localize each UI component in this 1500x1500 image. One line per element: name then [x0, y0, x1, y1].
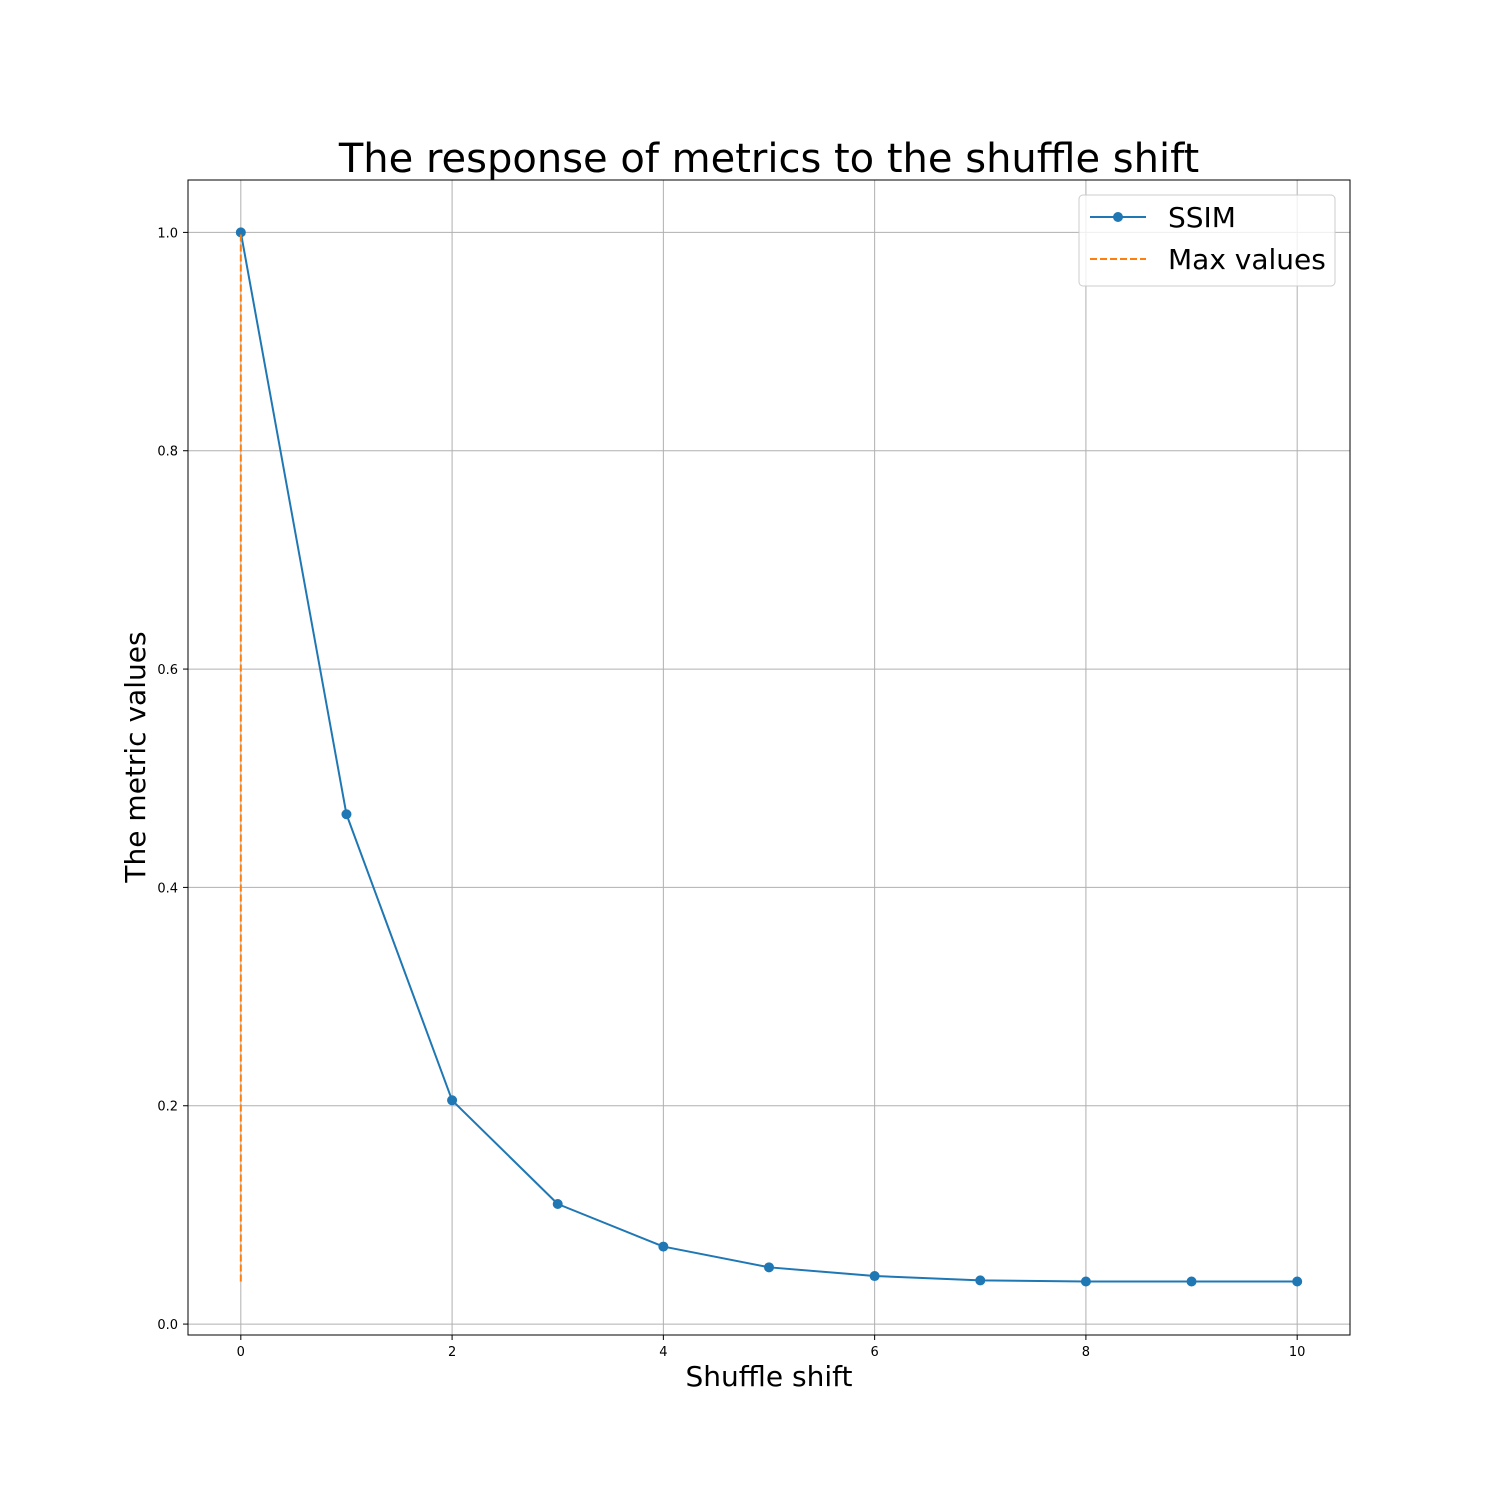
- data-point-ssim: [447, 1095, 458, 1106]
- data-point-ssim: [1292, 1276, 1303, 1287]
- y-axis-ticks: 0.0 0.2 0.4 0.6 0.8 1.0: [157, 226, 188, 1333]
- y-axis-label: The metric values: [119, 631, 152, 883]
- x-tick-label: 2: [448, 1345, 456, 1360]
- data-point-ssim: [658, 1241, 669, 1252]
- data-point-ssim: [552, 1198, 563, 1209]
- data-point-ssim: [764, 1262, 774, 1273]
- legend-max-values-label: Max values: [1168, 243, 1326, 276]
- data-point-ssim: [1080, 1276, 1091, 1287]
- y-tick-label: 0.6: [157, 663, 178, 678]
- x-axis-ticks: 0 2 4 6 8 10: [237, 1335, 1306, 1360]
- x-axis-label: Shuffle shift: [686, 1360, 853, 1393]
- axes-frame: [187, 179, 1351, 1336]
- chart-title: The response of metrics to the shuffle s…: [338, 136, 1199, 182]
- legend-entry-ssim: SSIM: [1090, 201, 1236, 234]
- data-point-ssim: [869, 1271, 880, 1282]
- y-tick-label: 1.0: [157, 226, 178, 241]
- y-tick-label: 0.4: [157, 881, 178, 896]
- y-tick-label: 0.2: [157, 1100, 178, 1115]
- data-point-ssim: [1186, 1276, 1197, 1287]
- data-point-ssim: [235, 227, 246, 238]
- x-tick-label: 10: [1289, 1345, 1306, 1360]
- legend-entry-max-values: Max values: [1090, 243, 1326, 276]
- x-tick-label: 4: [659, 1345, 667, 1360]
- x-tick-label: 0: [237, 1345, 245, 1360]
- series-layer: [235, 227, 1303, 1287]
- x-tick-label: 6: [870, 1345, 878, 1360]
- legend: SSIM Max values: [1078, 194, 1336, 287]
- legend-ssim-label: SSIM: [1168, 201, 1236, 234]
- data-point-ssim: [975, 1275, 986, 1286]
- series-line-ssim: [239, 232, 1298, 1283]
- data-point-ssim: [341, 809, 352, 820]
- y-tick-label: 0.0: [157, 1318, 178, 1333]
- x-tick-label: 8: [1082, 1345, 1090, 1360]
- grid: [188, 180, 1350, 1335]
- legend-ssim-marker: [1113, 212, 1123, 222]
- y-tick-label: 0.8: [157, 445, 178, 460]
